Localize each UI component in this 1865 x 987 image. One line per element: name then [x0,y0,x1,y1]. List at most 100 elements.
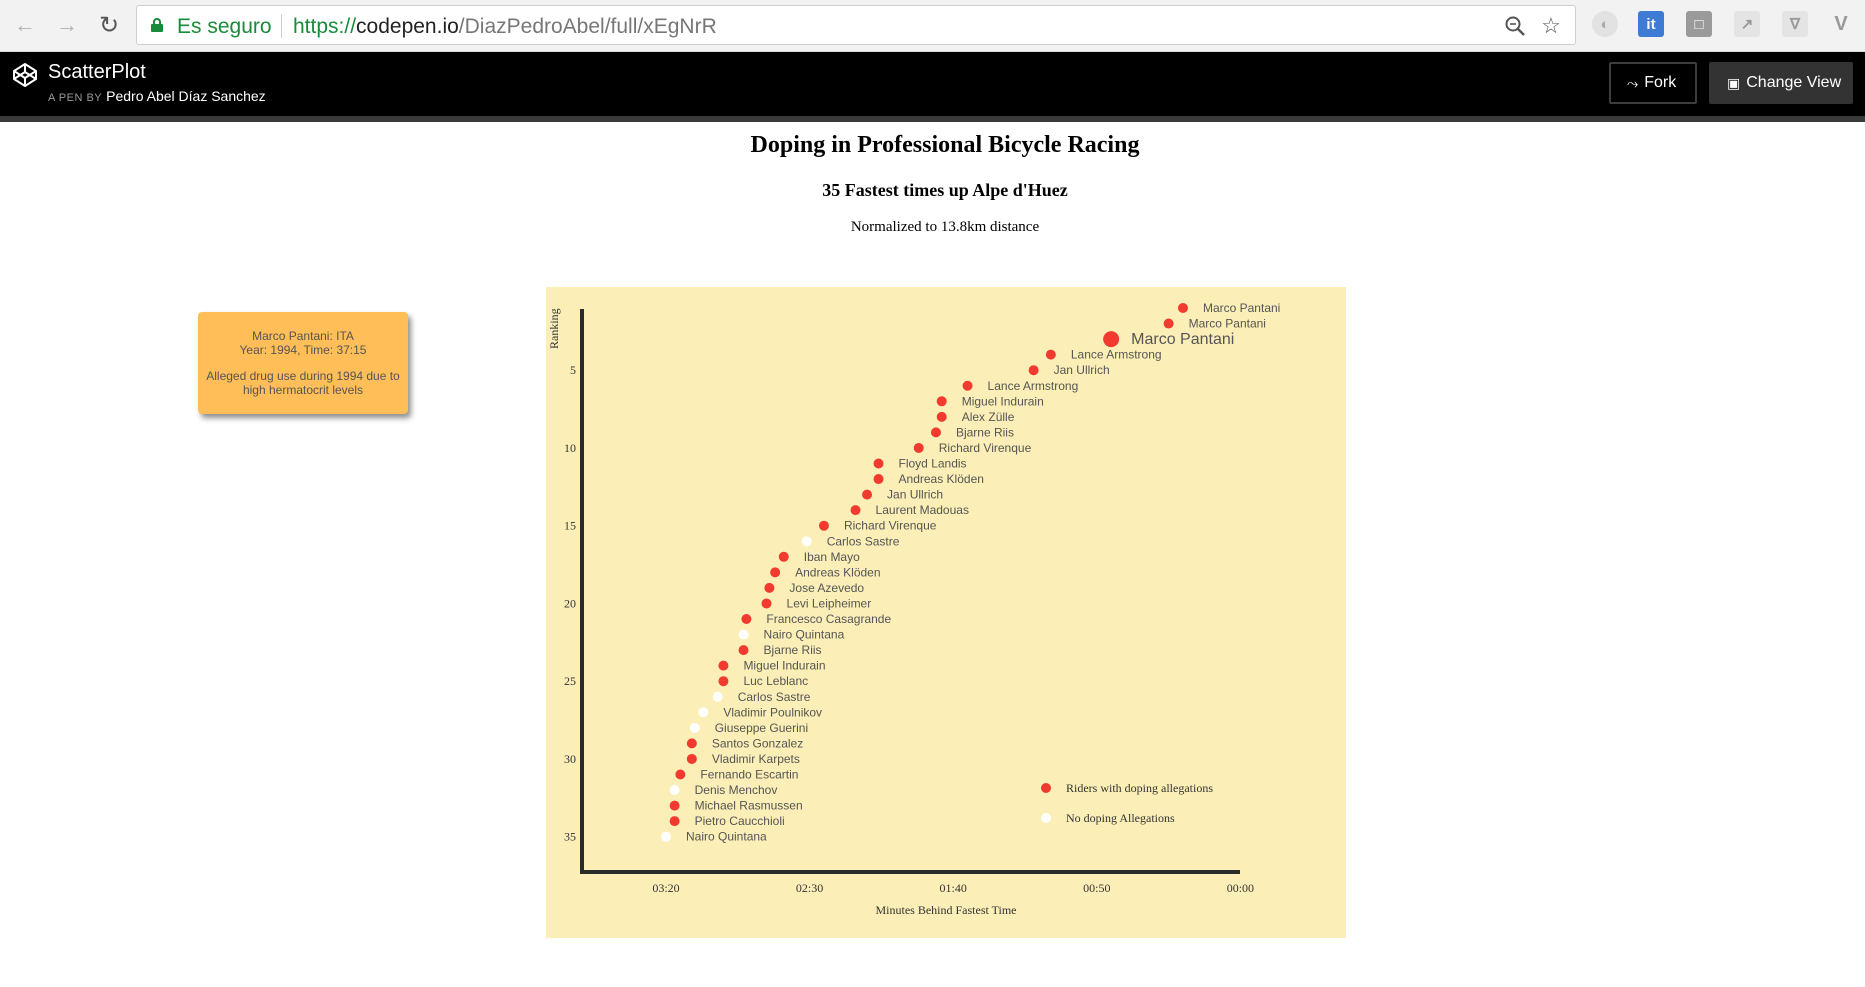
point-label: Jan Ullrich [1054,363,1110,377]
fork-label: Fork [1644,74,1677,91]
point-label: Jan Ullrich [887,488,943,502]
data-point[interactable] [764,582,775,593]
data-point[interactable] [936,396,947,407]
zoom-icon[interactable] [1503,14,1527,38]
data-point[interactable] [936,411,947,422]
secure-label: Es seguro [177,15,272,38]
x-tick-label: 00:00 [1227,881,1254,895]
data-point[interactable] [686,738,697,749]
data-point[interactable] [873,474,884,485]
browser-toolbar: ← → ↻ Es seguro https://codepen.io/DiazP… [0,0,1865,52]
point-label: Marco Pantani [1131,331,1234,348]
point-label: Miguel Indurain [962,394,1044,408]
x-tick-label: 02:30 [796,881,823,895]
extension-it-icon[interactable]: it [1638,11,1664,37]
data-point[interactable] [718,676,729,687]
page-title: Doping in Professional Bicycle Racing [750,132,1140,158]
data-point[interactable] [675,769,686,780]
data-point[interactable] [738,645,749,656]
omnibox-divider [281,14,282,38]
pen-title[interactable]: ScatterPlot [48,61,146,83]
back-arrow-icon[interactable]: ← [14,12,36,37]
data-point[interactable] [778,551,789,562]
y-tick-label: 15 [564,519,576,533]
tooltip-year-time: Year: 1994, Time: 37:15 [239,343,367,357]
address-bar[interactable]: Es seguro https://codepen.io/DiazPedroAb… [136,5,1576,45]
url-text[interactable]: https://codepen.io/DiazPedroAbel/full/xE… [293,15,717,39]
page-subtitle: 35 Fastest times up Alpe d'Huez [822,180,1068,200]
data-point[interactable] [862,489,873,500]
point-label: Richard Virenque [844,519,937,533]
data-point[interactable] [1045,349,1056,360]
point-label: Denis Menchov [695,783,778,797]
data-point[interactable] [1163,318,1174,329]
data-point[interactable] [669,785,680,796]
data-point[interactable] [698,707,709,718]
point-label: Bjarne Riis [956,425,1014,439]
change-view-button[interactable]: ▣ Change View [1709,62,1853,104]
data-point[interactable] [962,380,973,391]
data-point[interactable] [761,598,772,609]
tooltip-allegation: Alleged drug use during 1994 due to high… [206,369,400,397]
point-label: Carlos Sastre [738,690,811,704]
extension-v-icon[interactable]: V [1834,12,1848,35]
data-point[interactable] [850,505,861,516]
point-label: Vladimir Poulnikov [723,705,822,719]
extension-pdf-icon[interactable]: ∇ [1782,11,1808,37]
data-point[interactable] [712,691,723,702]
codepen-header: ScatterPlot A PEN BY Pedro Abel Díaz Sanc… [0,52,1865,116]
scatter-plot-svg: 5 10 15 20 25 30 35 03:20 02:30 01:40 00:50 00:00 Mi… [547,301,1280,917]
x-tick-label: 00:50 [1083,881,1110,895]
bookmark-star-icon[interactable]: ☆ [1541,13,1561,38]
legend-doping-marker [1041,783,1051,793]
point-label: Luc Leblanc [743,674,808,688]
point-label: Carlos Sastre [827,534,900,548]
forward-arrow-icon[interactable]: → [56,12,78,37]
reload-icon[interactable]: ↻ [98,11,120,39]
data-point[interactable] [1103,331,1120,348]
point-label: Jose Azevedo [789,581,864,595]
data-point[interactable] [818,520,829,531]
data-point[interactable] [801,536,812,547]
data-point[interactable] [669,816,680,827]
point-label: Andreas Klöden [899,472,984,486]
legend-clean-label: No doping Allegations [1066,811,1175,825]
data-point[interactable] [718,660,729,671]
lock-icon [151,18,163,32]
point-label: Pietro Caucchioli [695,814,785,828]
point-label: Richard Virenque [939,441,1032,455]
data-point[interactable] [669,800,680,811]
data-point[interactable] [661,831,671,842]
x-axis-title: Minutes Behind Fastest Time [875,903,1016,917]
point-label: Francesco Casagrande [766,612,891,626]
legend-doping-label: Riders with doping allegations [1066,781,1213,795]
extension-pocket-icon[interactable]: □ [1686,11,1712,37]
url-path: /DiazPedroAbel/full/xEgNrR [458,15,717,38]
pen-byline: A PEN BY Pedro Abel Díaz Sanchez [48,88,266,104]
point-label: Marco Pantani [1189,317,1266,331]
view-icon: ▣ [1727,74,1741,91]
data-point[interactable] [1177,303,1188,313]
point-label: Nairo Quintana [764,628,845,642]
data-point[interactable] [1028,365,1039,376]
data-point[interactable] [738,629,749,640]
codepen-logo-icon[interactable] [12,62,38,88]
extension-share-icon[interactable]: ↗ [1734,11,1760,37]
data-point[interactable] [689,722,700,733]
point-label: Marco Pantani [1203,301,1280,315]
fork-icon: ⤳ [1627,74,1639,91]
page-note: Normalized to 13.8km distance [850,219,1040,235]
y-tick-label: 5 [570,363,576,377]
y-tick-label: 25 [564,674,576,688]
header-divider [0,116,1865,122]
fork-button[interactable]: ⤳ Fork [1609,62,1697,104]
data-point[interactable] [930,427,941,438]
data-point[interactable] [873,458,884,469]
extension-circle-icon[interactable]: ◐ [1592,11,1618,37]
point-label: Floyd Landis [899,457,967,471]
author-link[interactable]: Pedro Abel Díaz Sanchez [106,88,266,104]
data-point[interactable] [770,567,781,578]
data-point[interactable] [686,753,697,764]
data-point[interactable] [741,614,752,624]
data-point[interactable] [913,442,924,453]
